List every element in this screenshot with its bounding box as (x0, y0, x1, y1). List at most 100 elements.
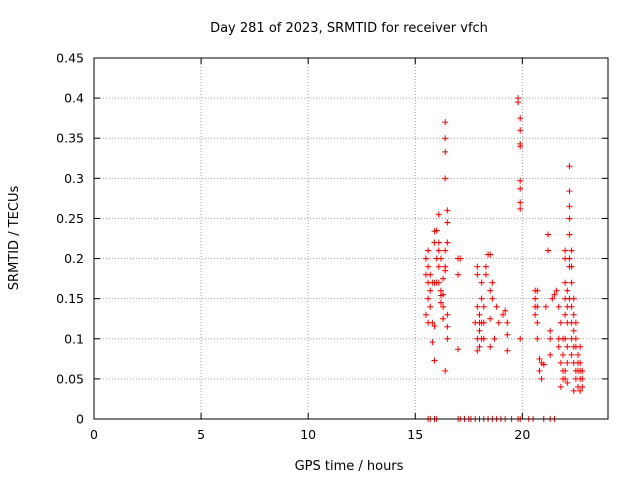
data-point-27 (437, 255, 444, 262)
y-tick-label-8: 0.4 (64, 91, 84, 106)
data-point-51 (455, 346, 462, 353)
data-point-177 (562, 367, 569, 374)
data-point-152 (568, 303, 575, 310)
data-point-126 (560, 351, 567, 358)
data-point-101 (532, 311, 539, 318)
data-point-32 (440, 291, 447, 298)
data-point-155 (568, 351, 575, 358)
data-point-123 (557, 319, 564, 326)
data-point-37 (442, 148, 449, 155)
data-point-33 (440, 303, 447, 310)
data-point-162 (572, 335, 579, 342)
data-point-23 (435, 239, 442, 246)
data-point-2 (422, 311, 429, 318)
data-point-12 (429, 319, 436, 326)
data-point-44 (444, 239, 451, 246)
x-tick-label-2: 10 (300, 427, 316, 442)
data-point-0 (422, 255, 429, 262)
data-point-179 (564, 379, 571, 386)
data-point-52 (455, 271, 462, 278)
data-point-134 (562, 311, 569, 318)
data-point-86 (504, 347, 511, 354)
grid-lines (94, 58, 608, 419)
data-point-38 (442, 175, 449, 182)
x-tick-label-0: 0 (90, 427, 98, 442)
data-point-39 (442, 247, 449, 254)
y-tick-label-5: 0.25 (56, 211, 84, 226)
data-point-114 (547, 327, 554, 334)
data-point-178 (562, 375, 569, 382)
data-point-120 (555, 303, 562, 310)
data-point-171 (577, 359, 584, 366)
data-point-6 (425, 295, 432, 302)
data-point-94 (517, 185, 524, 192)
data-point-107 (536, 367, 543, 374)
data-point-70 (482, 263, 489, 270)
data-point-3 (425, 247, 432, 254)
data-point-151 (568, 279, 575, 286)
data-point-135 (562, 335, 569, 342)
data-point-42 (444, 207, 451, 214)
data-point-17 (431, 357, 438, 364)
data-point-144 (566, 215, 573, 222)
data-point-26 (435, 279, 442, 286)
data-point-92 (517, 143, 524, 150)
data-point-69 (480, 335, 487, 342)
data-point-104 (534, 319, 541, 326)
data-point-45 (444, 311, 451, 318)
data-point-96 (517, 205, 524, 212)
y-tick-label-7: 0.35 (56, 131, 84, 146)
data-point-118 (551, 291, 558, 298)
data-point-93 (517, 177, 524, 184)
data-point-103 (534, 303, 541, 310)
data-point-124 (557, 359, 564, 366)
data-point-112 (545, 231, 552, 238)
data-point-170 (577, 343, 584, 350)
data-point-136 (564, 287, 571, 294)
data-point-110 (540, 361, 547, 368)
data-point-47 (444, 323, 451, 330)
data-point-102 (534, 287, 541, 294)
data-point-84 (504, 319, 511, 326)
data-point-176 (579, 383, 586, 390)
data-point-76 (487, 343, 494, 350)
data-point-105 (534, 335, 541, 342)
data-point-181 (577, 387, 584, 394)
x-axis-label: GPS time / hours (295, 459, 404, 474)
data-point-158 (570, 327, 577, 334)
data-point-13 (429, 338, 436, 345)
data-point-156 (570, 295, 577, 302)
data-point-48 (442, 367, 449, 374)
data-point-89 (517, 115, 524, 122)
data-point-64 (478, 295, 485, 302)
data-point-31 (440, 275, 447, 282)
data-point-157 (570, 311, 577, 318)
data-point-30 (437, 299, 444, 306)
data-point-4 (425, 263, 432, 270)
data-point-161 (572, 319, 579, 326)
data-point-68 (480, 319, 487, 326)
data-point-77 (489, 279, 496, 286)
data-point-97 (517, 335, 524, 342)
data-point-58 (474, 347, 481, 354)
x-tick-label-3: 15 (407, 427, 423, 442)
data-point-50 (457, 255, 464, 262)
y-tick-label-3: 0.15 (56, 291, 84, 306)
data-point-130 (562, 247, 569, 254)
data-point-85 (504, 331, 511, 338)
data-point-41 (442, 267, 449, 274)
data-point-113 (545, 247, 552, 254)
data-point-115 (547, 335, 554, 342)
data-point-117 (549, 295, 556, 302)
data-point-119 (553, 287, 560, 294)
data-point-99 (532, 295, 539, 302)
data-point-109 (538, 375, 545, 382)
data-point-36 (442, 135, 449, 142)
data-point-61 (476, 343, 483, 350)
data-points (422, 95, 586, 422)
data-point-10 (427, 303, 434, 310)
data-point-122 (555, 343, 562, 350)
axis-ticks (93, 57, 608, 420)
y-axis-label: SRMTID / TECUs (7, 186, 22, 291)
